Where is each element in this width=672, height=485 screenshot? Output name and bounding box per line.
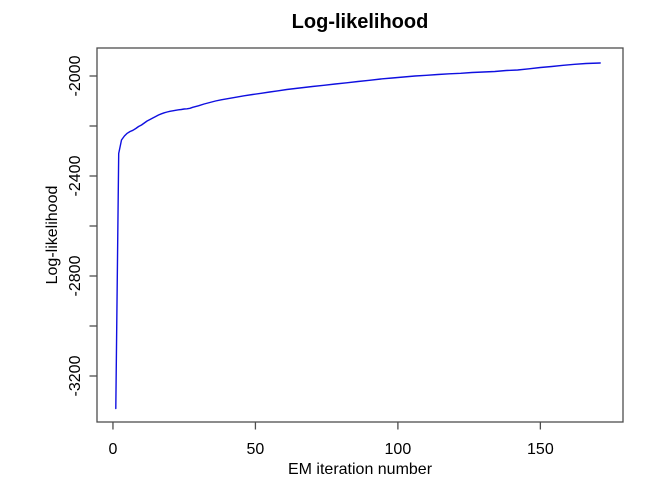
y-tick-label: -2800: [67, 255, 84, 296]
y-tick-label: -3200: [67, 355, 84, 396]
x-tick-label: 100: [385, 441, 412, 458]
plot-box: [96, 47, 624, 423]
chart-title: Log-likelihood: [292, 11, 429, 33]
y-tick-label: -2400: [67, 155, 84, 196]
y-axis-label: Log-likelihood: [44, 186, 61, 285]
loglikelihood-curve: [115, 62, 601, 410]
x-axis-label: EM iteration number: [288, 461, 433, 478]
x-tick-label: 50: [247, 441, 265, 458]
axis-ticks: 0 50 100 150 -2000 -2400 -2800 -3200: [67, 55, 554, 458]
x-tick-label: 150: [527, 441, 554, 458]
y-tick-label: -2000: [67, 55, 84, 96]
x-tick-label: 0: [109, 441, 118, 458]
